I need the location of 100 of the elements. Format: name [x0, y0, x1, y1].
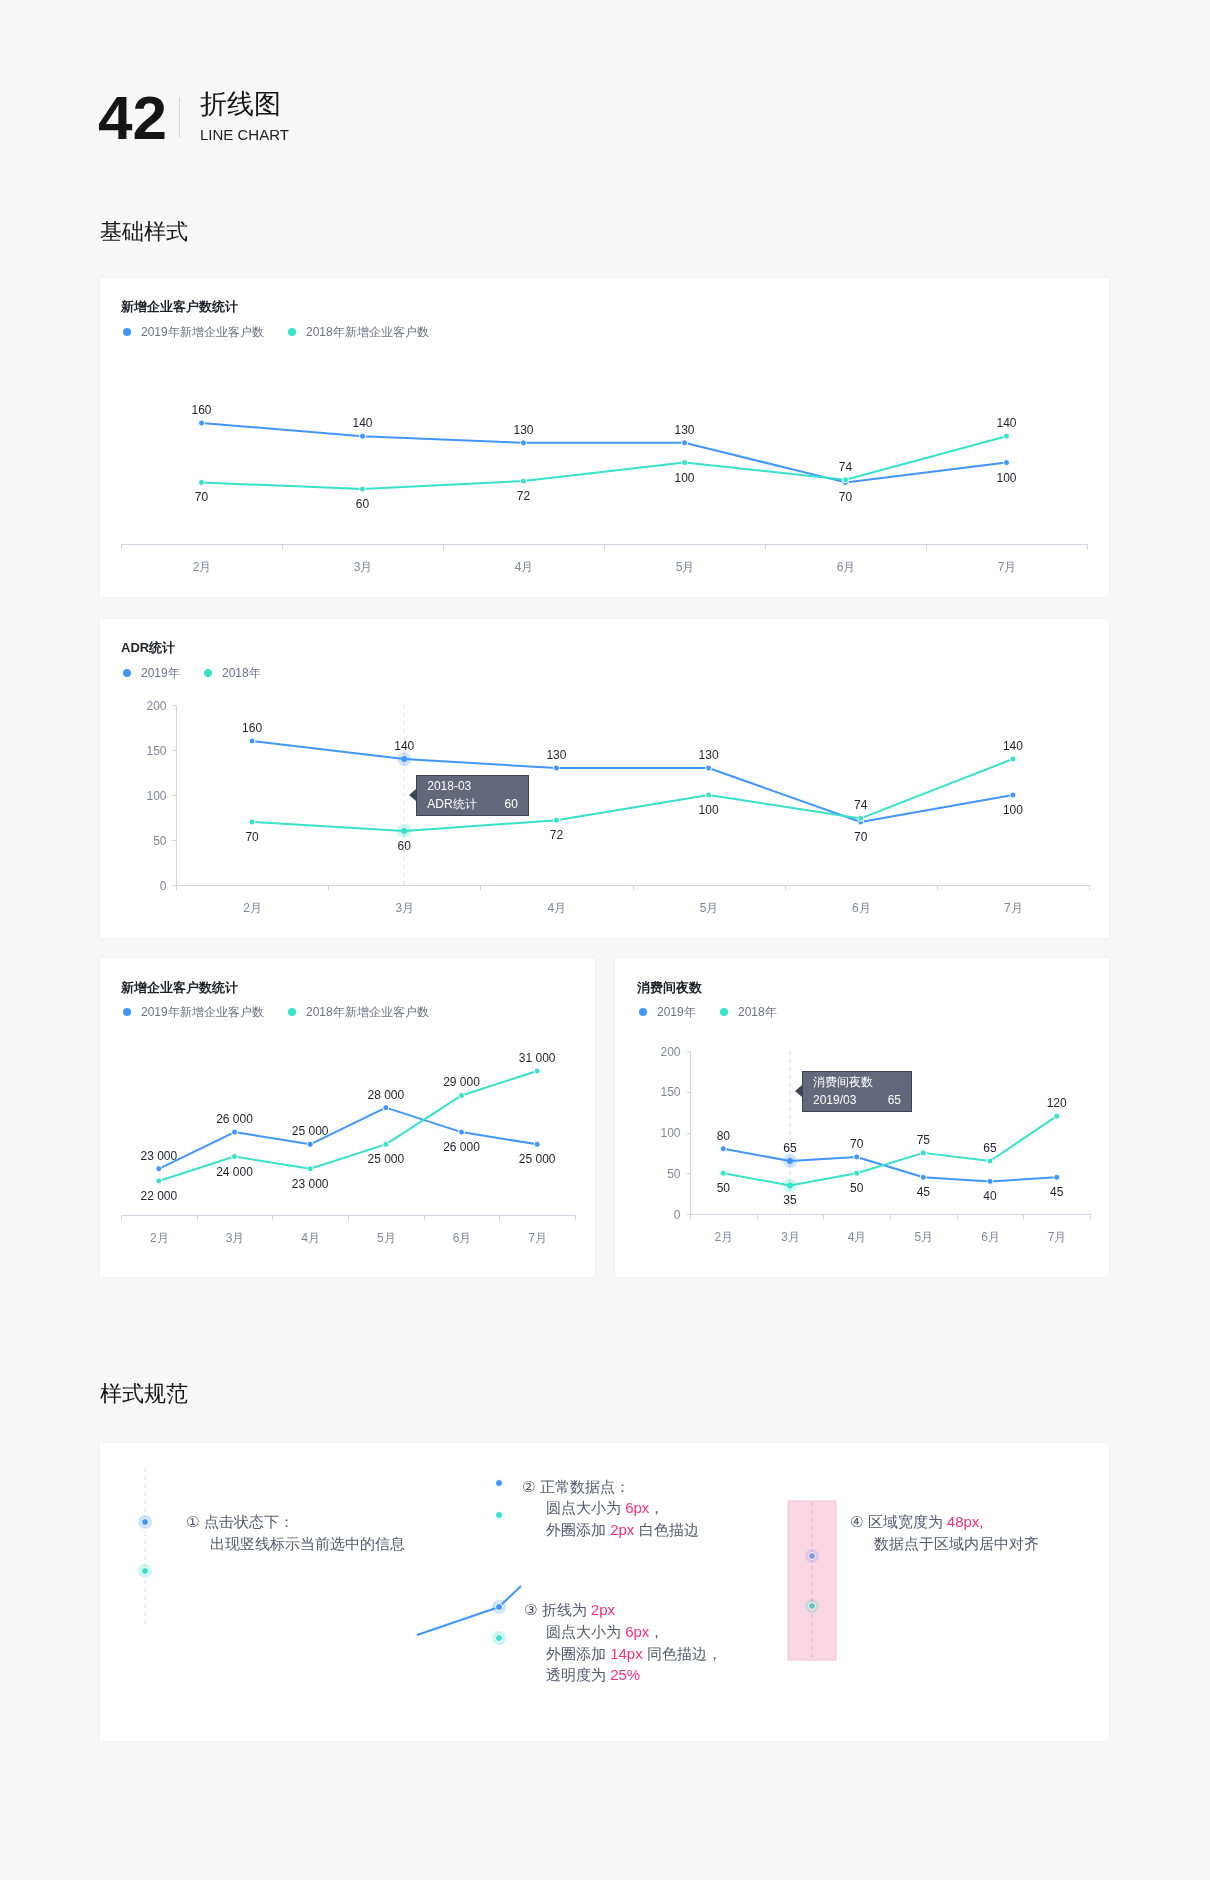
point	[248, 818, 256, 826]
text: 消费间夜数	[636, 980, 703, 995]
point	[1053, 1112, 1061, 1120]
text: 折线图	[200, 88, 281, 119]
point	[533, 1140, 541, 1148]
legend-label: 2018年	[738, 1005, 777, 1019]
point	[719, 1145, 727, 1153]
x-tick-label: 6月	[836, 559, 856, 574]
data-label: 70	[854, 830, 868, 844]
annotation: 2018-03	[427, 778, 473, 794]
text: 透明度为 25%	[546, 1665, 641, 1685]
annotation: 65	[887, 1092, 901, 1108]
point	[552, 764, 560, 772]
point	[1003, 459, 1010, 467]
y-tick-label: 100	[660, 1126, 681, 1140]
point	[458, 1091, 465, 1099]
data-label: 65	[783, 1141, 797, 1156]
point	[986, 1157, 994, 1165]
point	[681, 459, 688, 467]
y-tick-label: 50	[153, 833, 167, 848]
data-label: 23 000	[291, 1176, 329, 1191]
data-label: 130	[546, 748, 567, 762]
y-tick-label: 50	[667, 1166, 681, 1181]
data-label: 70	[194, 490, 209, 505]
data-label: 100	[1002, 803, 1024, 817]
text: 42	[98, 83, 167, 152]
data-label: 74	[854, 798, 868, 813]
x-tick-label: 4月	[514, 559, 534, 574]
x-tick-label: 3月	[781, 1229, 800, 1244]
data-label: 60	[397, 839, 412, 853]
point	[1003, 432, 1010, 440]
point	[231, 1128, 238, 1136]
y-tick-label: 0	[673, 1207, 681, 1222]
x-tick-label: 4月	[547, 900, 567, 915]
point	[853, 1153, 861, 1161]
data-label: 35	[783, 1193, 797, 1208]
x-tick-label: 6月	[851, 900, 871, 915]
legend-label: 2018年新增企业客户数	[306, 325, 429, 339]
data-label: 130	[674, 422, 695, 437]
text: ③ 折线为 2px	[524, 1600, 615, 1620]
point	[231, 1153, 238, 1161]
legend-label: 2019年新增企业客户数	[141, 325, 264, 339]
point	[1053, 1173, 1061, 1181]
point	[919, 1173, 927, 1181]
text: ② 正常数据点：	[522, 1477, 630, 1497]
data-label: 140	[394, 739, 415, 753]
point	[681, 439, 688, 447]
x-tick-label: 5月	[376, 1230, 396, 1245]
point	[520, 439, 527, 447]
data-label: 25 000	[291, 1124, 329, 1139]
text: ① 点击状态下：	[186, 1512, 294, 1532]
x-tick-label: 3月	[395, 900, 415, 915]
legend-label: 2019年	[657, 1005, 696, 1019]
y-tick-label: 150	[146, 743, 167, 758]
x-tick-label: 7月	[1004, 900, 1023, 915]
data-label: 45	[1049, 1185, 1064, 1200]
data-label: 31 000	[518, 1051, 556, 1065]
x-tick-label: 3月	[353, 559, 373, 574]
data-label: 26 000	[216, 1112, 254, 1127]
x-tick-label: 2月	[243, 900, 262, 915]
data-label: 140	[1002, 739, 1024, 753]
data-label: 72	[549, 828, 564, 843]
text: 基础样式	[100, 219, 188, 244]
x-tick-label: 7月	[1047, 1229, 1067, 1244]
x-tick-label: 2月	[714, 1229, 734, 1244]
x-tick-label: 4月	[301, 1230, 321, 1245]
data-label: 140	[996, 416, 1017, 431]
x-tick-label: 4月	[847, 1229, 867, 1244]
x-tick-label: 6月	[981, 1229, 1000, 1244]
point	[853, 1169, 861, 1177]
text: 样式规范	[100, 1381, 188, 1406]
point	[306, 1165, 314, 1173]
annotation: 60	[504, 796, 518, 812]
point	[552, 816, 560, 824]
point	[857, 814, 865, 822]
point	[382, 1140, 390, 1148]
text: ④ 区域宽度为 48px,	[850, 1512, 984, 1532]
data-label: 50	[716, 1181, 731, 1196]
legend-label: 2018年新增企业客户数	[306, 1005, 429, 1019]
point	[155, 1177, 163, 1185]
point	[1009, 791, 1017, 799]
text: 外圈添加 2px 白色描边	[546, 1520, 699, 1540]
x-tick-label: 5月	[914, 1229, 934, 1244]
point	[719, 1169, 727, 1177]
data-label: 65	[983, 1141, 997, 1156]
data-label: 100	[698, 803, 719, 817]
point	[919, 1149, 927, 1157]
point	[155, 1165, 163, 1173]
x-tick-label: 2月	[149, 1230, 169, 1245]
x-tick-label: 6月	[452, 1230, 472, 1245]
data-label: 25 000	[367, 1152, 405, 1167]
data-label: 22 000	[140, 1189, 178, 1203]
data-label: 80	[716, 1128, 731, 1143]
legend-label: 2019年	[141, 666, 180, 680]
y-tick-label: 100	[146, 788, 167, 803]
y-tick-label: 200	[146, 698, 167, 713]
point	[533, 1067, 541, 1075]
text: 圆点大小为 6px，	[546, 1622, 665, 1642]
point	[248, 737, 256, 745]
chart-title: 新增企业客户数统计	[120, 299, 238, 314]
